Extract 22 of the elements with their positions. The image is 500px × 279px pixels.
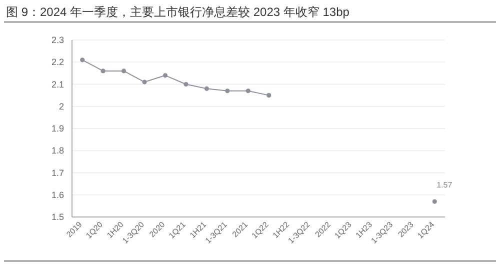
point <box>204 86 209 91</box>
point <box>122 68 126 74</box>
y-tick-label: 1.5 <box>51 212 64 222</box>
point <box>142 80 147 84</box>
point <box>432 199 437 204</box>
chart-title: 图 9：2024 年一季度，主要上市银行净息差较 2023 年收窄 13bp <box>6 5 350 19</box>
y-tick-label: 2.3 <box>51 35 64 45</box>
y-tick-label: 1.9 <box>51 124 64 134</box>
y-tick-label: 2 <box>58 101 64 112</box>
y-tick-label: 1.7 <box>51 168 64 178</box>
y-tick-label: 2.2 <box>51 57 64 68</box>
point <box>246 88 250 94</box>
point <box>162 73 168 78</box>
point <box>100 68 106 74</box>
point <box>225 88 230 94</box>
point <box>266 93 272 98</box>
y-tick-label: 1.8 <box>51 146 64 156</box>
point <box>80 58 85 62</box>
y-tick-label: 1.6 <box>51 190 64 200</box>
point <box>184 82 188 87</box>
data-label: 1.57 <box>436 180 453 190</box>
y-tick-label: 2.1 <box>51 79 64 90</box>
